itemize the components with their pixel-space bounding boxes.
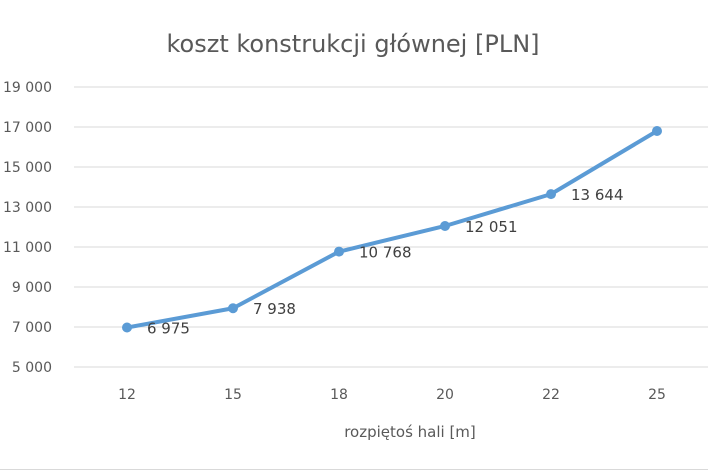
data-point — [122, 322, 132, 333]
chart-title: koszt konstrukcji głównej [PLN] — [166, 30, 539, 58]
data-labels: 6 975 7 938 10 768 12 051 13 644 — [147, 186, 624, 337]
y-tick-label: 9 000 — [12, 280, 52, 296]
x-tick-label: 12 — [118, 387, 136, 403]
y-tick-label: 17 000 — [3, 120, 52, 136]
data-point — [652, 126, 662, 136]
data-point — [546, 189, 556, 200]
x-axis-label: rozpiętoś hali [m] — [344, 423, 476, 441]
y-tick-label: 7 000 — [12, 320, 52, 336]
x-tick-label: 20 — [436, 387, 454, 403]
y-tick-label: 11 000 — [3, 240, 52, 256]
data-point — [228, 303, 238, 314]
data-point — [334, 246, 344, 257]
data-label: 10 768 — [359, 244, 412, 262]
series-line — [125, 129, 659, 330]
x-tick-label: 22 — [542, 387, 560, 403]
y-tick-label: 5 000 — [12, 360, 52, 376]
data-label: 6 975 — [147, 320, 190, 338]
bottom-divider — [0, 469, 708, 470]
series — [122, 126, 662, 333]
y-tick-label: 13 000 — [3, 200, 52, 216]
data-label: 13 644 — [571, 186, 624, 204]
data-label: 12 051 — [465, 218, 518, 236]
y-tick-label: 15 000 — [3, 160, 52, 176]
y-axis-ticks: 5 000 7 000 9 000 11 000 13 000 15 000 17 000 1… — [3, 80, 52, 376]
data-label: 7 938 — [253, 300, 296, 318]
x-tick-label: 25 — [648, 387, 666, 403]
y-tick-label: 19 000 — [3, 80, 52, 96]
x-tick-label: 15 — [224, 387, 242, 403]
gridlines — [74, 86, 708, 368]
data-point — [440, 220, 450, 231]
x-tick-label: 18 — [330, 387, 348, 403]
x-axis-ticks: 12 15 18 20 22 25 — [118, 387, 666, 403]
